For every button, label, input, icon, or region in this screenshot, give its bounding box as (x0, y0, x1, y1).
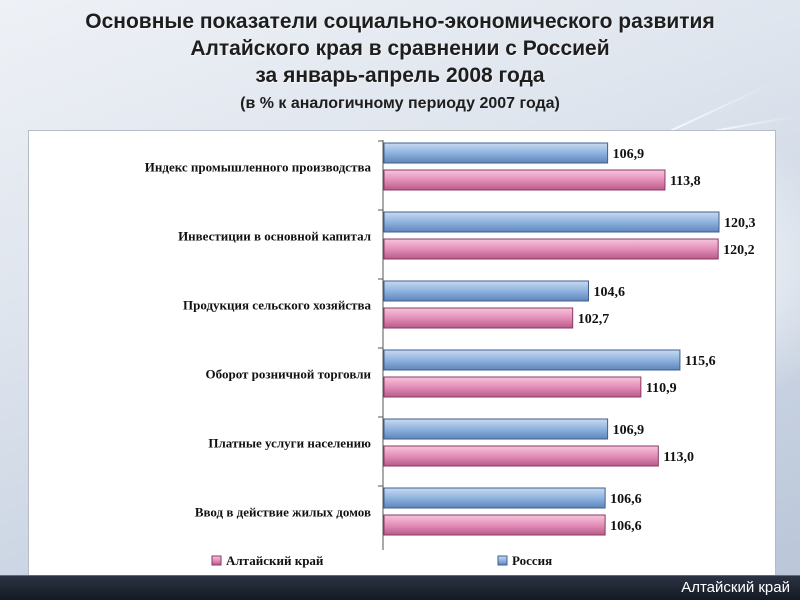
data-label: 113,8 (670, 174, 701, 189)
title-line-1: Основные показатели социально-экономичес… (85, 10, 715, 33)
chart-subtitle: (в % к аналогичному периоду 2007 года) (240, 95, 560, 112)
footer-label: Алтайский край (681, 579, 790, 596)
data-label: 106,6 (610, 519, 642, 534)
bar-russia-4 (383, 349, 681, 371)
category-label: Инвестиции в основной капитал (178, 229, 371, 244)
bar-altai-6 (383, 514, 606, 536)
bar-altai-3 (383, 307, 574, 329)
data-label: 102,7 (578, 312, 610, 327)
legend-swatch-russia (497, 555, 508, 566)
bar-russia-3 (383, 280, 589, 302)
title-line-3: за январь-апрель 2008 года (255, 64, 545, 87)
category-label: Оборот розничной торговли (206, 367, 372, 382)
data-label: 106,9 (613, 147, 645, 162)
slide-header: Основные показатели социально-экономичес… (0, 8, 800, 115)
data-label: 106,9 (613, 423, 645, 438)
bar-russia-1 (383, 142, 609, 164)
title-line-2: Алтайского края в сравнении с Россией (190, 37, 610, 60)
legend-swatch-altai (211, 555, 222, 566)
category-label: Ввод в действие жилых домов (195, 505, 371, 520)
data-label: 120,2 (723, 243, 755, 258)
data-label: 104,6 (593, 285, 625, 300)
category-label: Платные услуги населению (208, 436, 371, 451)
legend-label: Россия (512, 553, 552, 568)
data-label: 120,3 (724, 216, 756, 231)
category-label: Продукция сельского хозяйства (183, 298, 372, 313)
bar-altai-2 (383, 238, 719, 260)
bar-russia-5 (383, 418, 609, 440)
bar-altai-1 (383, 169, 666, 191)
bar-russia-2 (383, 211, 720, 233)
category-label: Индекс промышленного производства (145, 160, 372, 175)
data-label: 115,6 (685, 354, 716, 369)
data-label: 113,0 (663, 450, 694, 465)
data-label: 106,6 (610, 492, 642, 507)
legend-label: Алтайский край (226, 553, 324, 568)
bar-altai-5 (383, 445, 659, 467)
data-label: 110,9 (646, 381, 677, 396)
bar-altai-4 (383, 376, 642, 398)
bar-russia-6 (383, 487, 606, 509)
footer-bar: Алтайский край (0, 575, 800, 600)
